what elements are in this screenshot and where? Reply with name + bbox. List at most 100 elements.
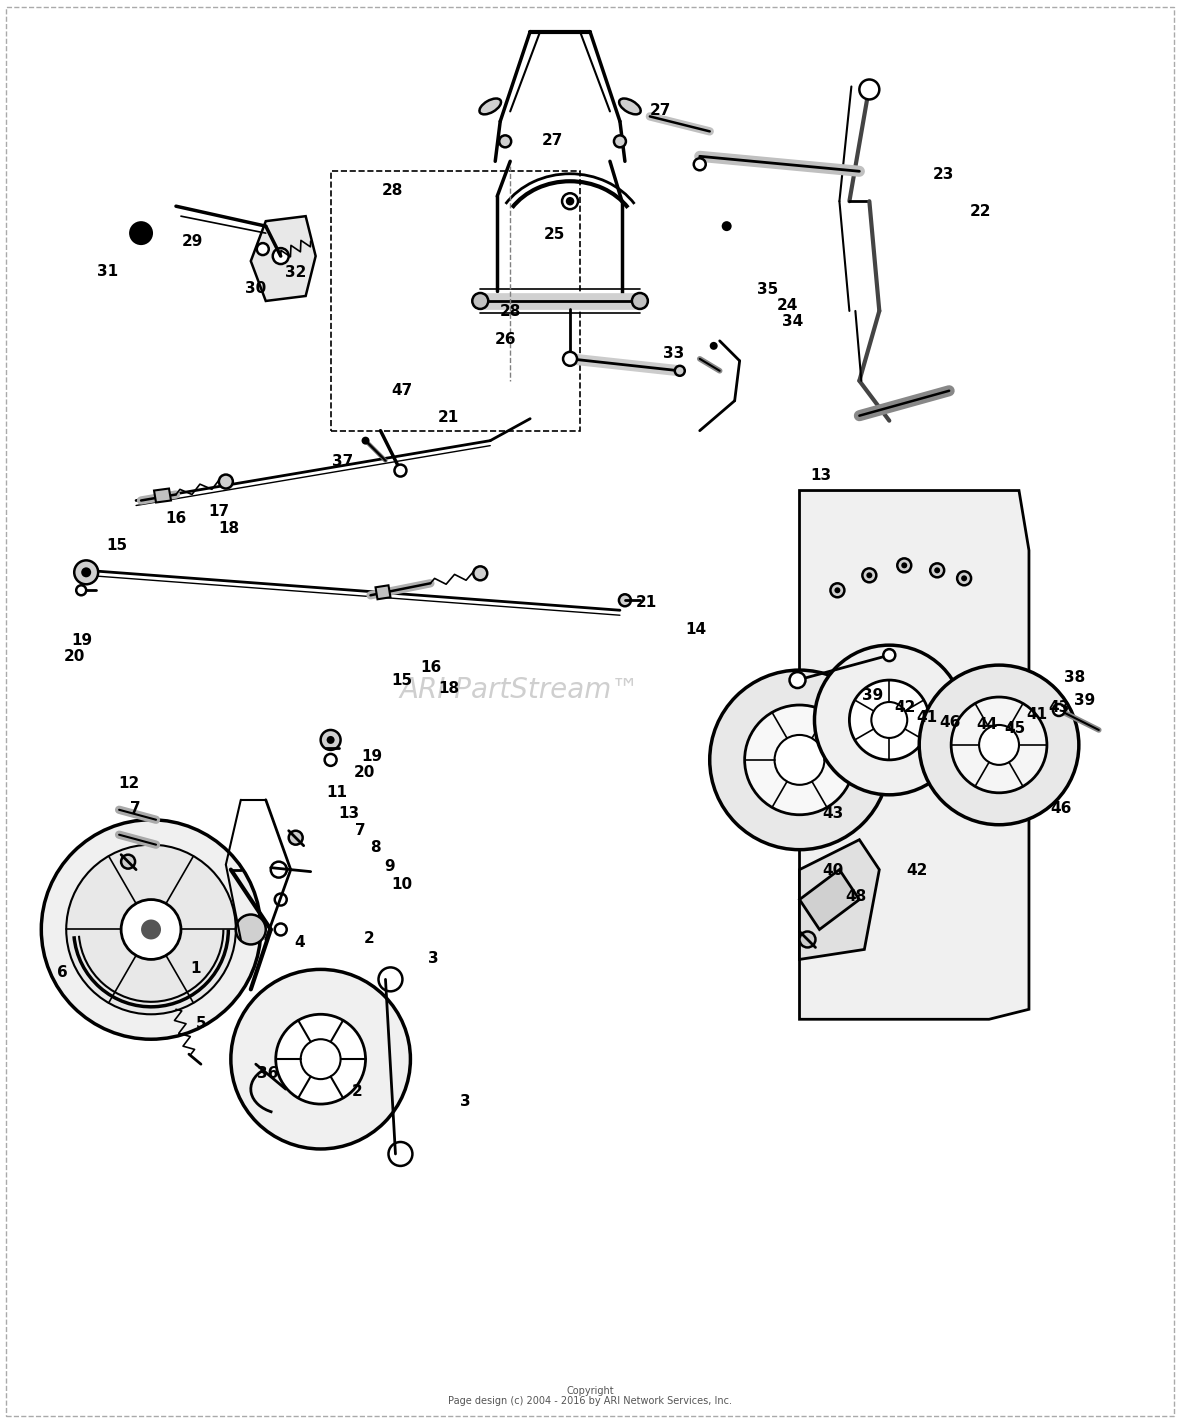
Text: 14: 14 [686, 622, 707, 636]
Text: 27: 27 [542, 134, 563, 148]
Text: 15: 15 [391, 673, 412, 687]
Text: 28: 28 [381, 184, 402, 198]
Circle shape [800, 932, 815, 948]
Circle shape [41, 820, 261, 1039]
Text: 1: 1 [190, 961, 201, 976]
Circle shape [275, 924, 287, 935]
Circle shape [919, 665, 1079, 825]
Circle shape [66, 845, 236, 1015]
Text: 9: 9 [385, 858, 395, 874]
Circle shape [902, 562, 907, 568]
Text: 20: 20 [64, 649, 85, 663]
Circle shape [951, 697, 1047, 793]
Text: 43: 43 [822, 807, 844, 821]
Circle shape [499, 135, 511, 148]
Text: 29: 29 [182, 235, 203, 249]
Circle shape [871, 702, 907, 739]
Circle shape [275, 864, 287, 875]
Circle shape [142, 919, 160, 939]
Circle shape [930, 564, 944, 578]
Text: 25: 25 [544, 228, 565, 242]
Polygon shape [251, 216, 315, 302]
Polygon shape [800, 840, 879, 959]
Circle shape [866, 572, 872, 578]
Circle shape [129, 221, 153, 245]
Circle shape [722, 221, 732, 231]
Text: 45: 45 [1004, 721, 1025, 736]
Text: 12: 12 [118, 777, 139, 791]
Ellipse shape [479, 98, 502, 114]
Circle shape [301, 1039, 341, 1079]
Circle shape [831, 583, 845, 598]
Text: 2: 2 [363, 931, 374, 946]
Text: 3: 3 [428, 951, 439, 966]
Circle shape [632, 293, 648, 309]
Circle shape [257, 243, 269, 255]
Circle shape [789, 672, 806, 689]
Text: 46: 46 [1050, 801, 1071, 815]
Text: 30: 30 [245, 280, 267, 296]
Circle shape [327, 736, 335, 744]
Circle shape [1053, 704, 1064, 716]
Text: 39: 39 [861, 689, 883, 703]
Circle shape [709, 670, 890, 850]
Polygon shape [800, 491, 1029, 1019]
Circle shape [675, 366, 684, 376]
Text: Page design (c) 2004 - 2016 by ARI Network Services, Inc.: Page design (c) 2004 - 2016 by ARI Netwo… [448, 1396, 732, 1406]
Circle shape [814, 645, 964, 795]
Text: 6: 6 [57, 965, 68, 980]
Text: 17: 17 [209, 504, 230, 519]
Circle shape [568, 198, 573, 203]
Circle shape [324, 754, 336, 766]
Circle shape [122, 899, 181, 959]
Text: Copyright: Copyright [566, 1386, 614, 1396]
Circle shape [231, 969, 411, 1148]
Circle shape [834, 588, 840, 593]
Text: 24: 24 [778, 297, 799, 313]
Text: 39: 39 [1074, 693, 1095, 707]
Text: ARI PartStream™: ARI PartStream™ [399, 676, 640, 704]
Circle shape [236, 915, 266, 945]
Text: 31: 31 [97, 263, 118, 279]
Circle shape [957, 571, 971, 585]
Text: 18: 18 [218, 521, 240, 536]
Text: 34: 34 [782, 313, 804, 329]
Circle shape [473, 566, 487, 581]
Text: 41: 41 [1027, 707, 1048, 721]
Text: 35: 35 [758, 282, 779, 297]
Text: 26: 26 [494, 332, 516, 347]
Circle shape [884, 649, 896, 662]
Text: 37: 37 [332, 454, 353, 470]
Circle shape [850, 680, 929, 760]
Circle shape [361, 437, 369, 444]
Circle shape [379, 968, 402, 992]
Circle shape [935, 568, 940, 573]
Circle shape [388, 1143, 413, 1165]
Text: 19: 19 [361, 750, 382, 764]
Circle shape [276, 1015, 366, 1104]
Polygon shape [155, 488, 171, 502]
Text: 32: 32 [286, 265, 307, 280]
Text: 11: 11 [327, 785, 347, 800]
Ellipse shape [620, 98, 641, 114]
Circle shape [74, 561, 98, 585]
Text: 41: 41 [916, 710, 937, 724]
Text: 13: 13 [339, 807, 359, 821]
Circle shape [745, 704, 854, 815]
Text: 28: 28 [499, 303, 520, 319]
Circle shape [289, 831, 303, 845]
Circle shape [275, 894, 287, 905]
Circle shape [394, 464, 406, 477]
Circle shape [273, 248, 289, 265]
Text: 10: 10 [391, 877, 412, 892]
Polygon shape [375, 585, 391, 599]
Text: 47: 47 [391, 383, 412, 398]
Text: 3: 3 [460, 1094, 471, 1110]
Text: 48: 48 [845, 888, 866, 904]
Text: 42: 42 [906, 862, 927, 878]
Circle shape [614, 135, 625, 148]
Circle shape [620, 595, 631, 606]
Circle shape [472, 293, 489, 309]
Circle shape [897, 558, 911, 572]
Text: 16: 16 [165, 511, 186, 527]
